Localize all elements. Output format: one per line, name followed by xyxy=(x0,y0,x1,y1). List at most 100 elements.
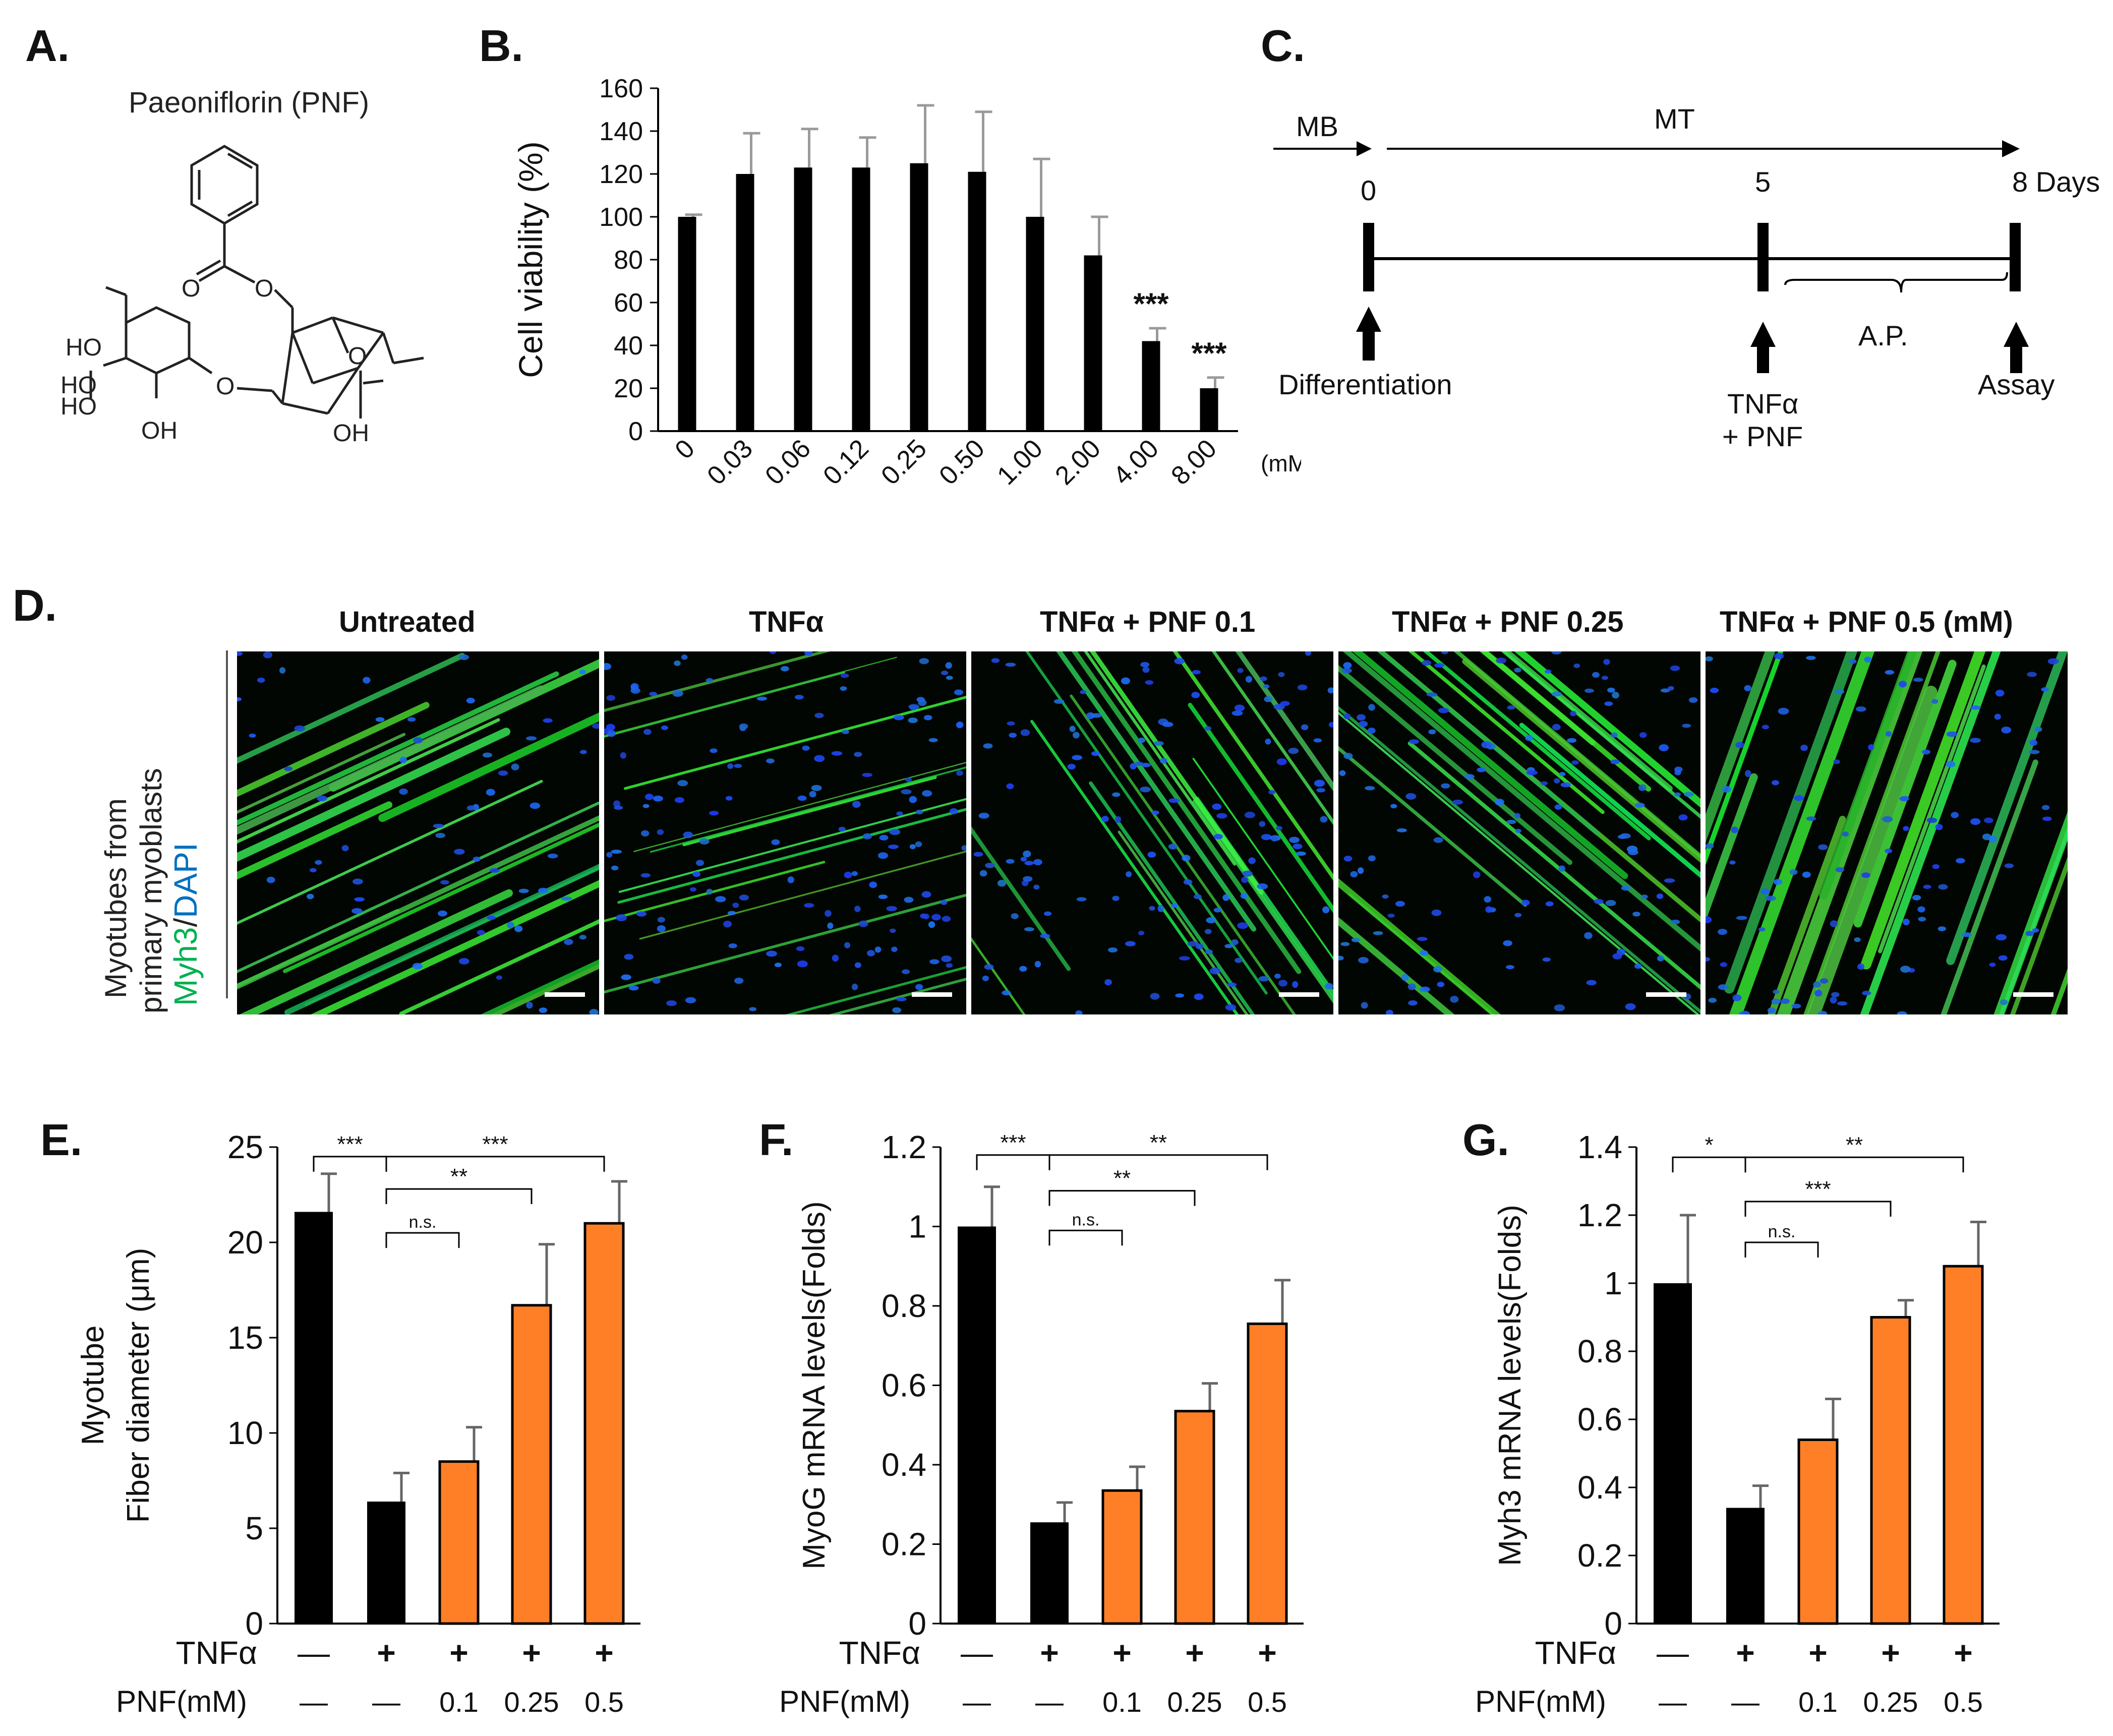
dapi-nucleus xyxy=(1204,929,1212,934)
dapi-nucleus xyxy=(921,891,931,898)
dapi-nucleus xyxy=(1125,941,1136,946)
bar xyxy=(511,1304,552,1625)
dapi-nucleus xyxy=(1382,894,1389,899)
dapi-nucleus xyxy=(547,853,558,859)
dapi-nucleus xyxy=(1431,909,1442,916)
dapi-nucleus xyxy=(681,654,688,660)
dapi-nucleus xyxy=(1230,939,1239,945)
dapi-nucleus xyxy=(1112,792,1121,797)
dapi-nucleus xyxy=(1514,668,1521,673)
dapi-nucleus xyxy=(866,950,875,956)
dapi-nucleus xyxy=(674,660,681,666)
tnf-row-label: TNFα xyxy=(176,1635,257,1671)
dapi-nucleus xyxy=(840,686,847,691)
tnf-label: TNFα xyxy=(1727,388,1798,420)
dapi-nucleus xyxy=(1731,826,1739,833)
pnf-row-value: — xyxy=(963,1686,991,1718)
pnf-row-value: 0.1 xyxy=(1102,1686,1142,1718)
x-tick-label: 1.00 xyxy=(991,434,1048,491)
significance-label: *** xyxy=(482,1132,508,1157)
myotube-fiber xyxy=(481,959,599,1014)
y-tick-label: 0.6 xyxy=(1577,1401,1622,1438)
pnf-label: + PNF xyxy=(1722,421,1803,452)
dapi-nucleus xyxy=(487,915,496,920)
x-unit-label: (mM) xyxy=(1261,450,1301,476)
dapi-nucleus xyxy=(1373,931,1383,935)
significance-label: * xyxy=(1705,1132,1713,1157)
y-axis-title: Myh3 mRNA levels(Folds) xyxy=(1493,1205,1528,1566)
dapi-nucleus xyxy=(982,975,989,981)
dapi-nucleus xyxy=(1293,844,1303,850)
tnf-row-value: + xyxy=(377,1635,395,1671)
dapi-nucleus xyxy=(2027,672,2037,677)
dapi-nucleus xyxy=(997,879,1007,887)
dapi-nucleus xyxy=(1773,879,1783,885)
y-tick-label: 0.2 xyxy=(882,1526,926,1563)
dapi-nucleus xyxy=(1024,861,1034,866)
dapi-nucleus xyxy=(375,717,385,722)
y-tick-label: 1 xyxy=(1604,1265,1622,1301)
dapi-nucleus xyxy=(1817,1010,1828,1014)
dapi-nucleus xyxy=(1206,917,1216,924)
dapi-nucleus xyxy=(918,699,927,706)
dapi-nucleus xyxy=(734,977,744,984)
dapi-nucleus xyxy=(1849,659,1857,664)
dapi-nucleus xyxy=(1638,784,1647,791)
significance-label: ** xyxy=(1150,1130,1167,1155)
dapi-nucleus xyxy=(1706,957,1710,962)
stain-slash: / xyxy=(167,918,204,927)
dapi-nucleus xyxy=(858,920,868,927)
dapi-nucleus xyxy=(1994,713,2001,720)
dapi-nucleus xyxy=(1343,753,1353,759)
dapi-nucleus xyxy=(1931,699,1939,704)
dapi-nucleus xyxy=(1159,757,1167,764)
dapi-nucleus xyxy=(1507,705,1515,710)
atom-label: HO xyxy=(61,393,97,420)
dapi-nucleus xyxy=(922,790,932,797)
dapi-nucleus xyxy=(1819,978,1829,984)
significance-bracket xyxy=(313,1156,387,1172)
dapi-nucleus xyxy=(1316,788,1325,793)
dapi-nucleus xyxy=(1496,657,1507,664)
dapi-nucleus xyxy=(1559,772,1566,776)
dapi-nucleus xyxy=(1760,888,1770,895)
dapi-nucleus xyxy=(266,876,275,883)
dapi-nucleus xyxy=(2047,658,2059,665)
dapi-nucleus xyxy=(1009,733,1017,738)
dapi-nucleus xyxy=(657,925,666,932)
dapi-nucleus xyxy=(769,651,777,654)
myotube-fiber xyxy=(237,733,406,814)
y-tick-label: 120 xyxy=(599,160,643,189)
dapi-nucleus xyxy=(732,903,739,908)
dapi-nucleus xyxy=(923,914,929,920)
dapi-nucleus xyxy=(877,852,888,859)
significance-label: n.s. xyxy=(1072,1210,1100,1229)
bar xyxy=(1101,1489,1143,1625)
dapi-nucleus xyxy=(991,658,1000,663)
dapi-nucleus xyxy=(811,785,822,791)
scale-bar xyxy=(912,992,952,997)
dapi-nucleus xyxy=(844,942,851,948)
bar xyxy=(736,174,754,431)
dapi-nucleus xyxy=(1506,965,1514,970)
dapi-nucleus xyxy=(1545,901,1554,907)
myotube-fiber xyxy=(1338,917,1455,1014)
dapi-nucleus xyxy=(1274,974,1281,979)
dapi-nucleus xyxy=(1134,761,1144,766)
y-axis-title: Myotube xyxy=(76,1326,110,1446)
atom-label: O xyxy=(216,373,234,400)
pnf-row-label: PNF(mM) xyxy=(116,1685,247,1718)
dapi-nucleus xyxy=(1209,967,1220,975)
dapi-nucleus xyxy=(1554,1004,1565,1011)
dapi-nucleus xyxy=(739,894,749,901)
dapi-nucleus xyxy=(315,860,322,865)
micrograph-tnf-pnf05 xyxy=(1706,651,2068,1014)
dapi-nucleus xyxy=(1773,989,1780,994)
y-tick-label: 1.4 xyxy=(1577,1129,1622,1165)
myotube-fiber xyxy=(2050,968,2068,1014)
micrograph-title-tnf: TNFα xyxy=(749,606,824,638)
dapi-nucleus xyxy=(1656,893,1664,899)
dapi-nucleus xyxy=(854,962,861,968)
myotube-fiber xyxy=(639,850,966,940)
significance-label: *** xyxy=(1133,287,1169,321)
